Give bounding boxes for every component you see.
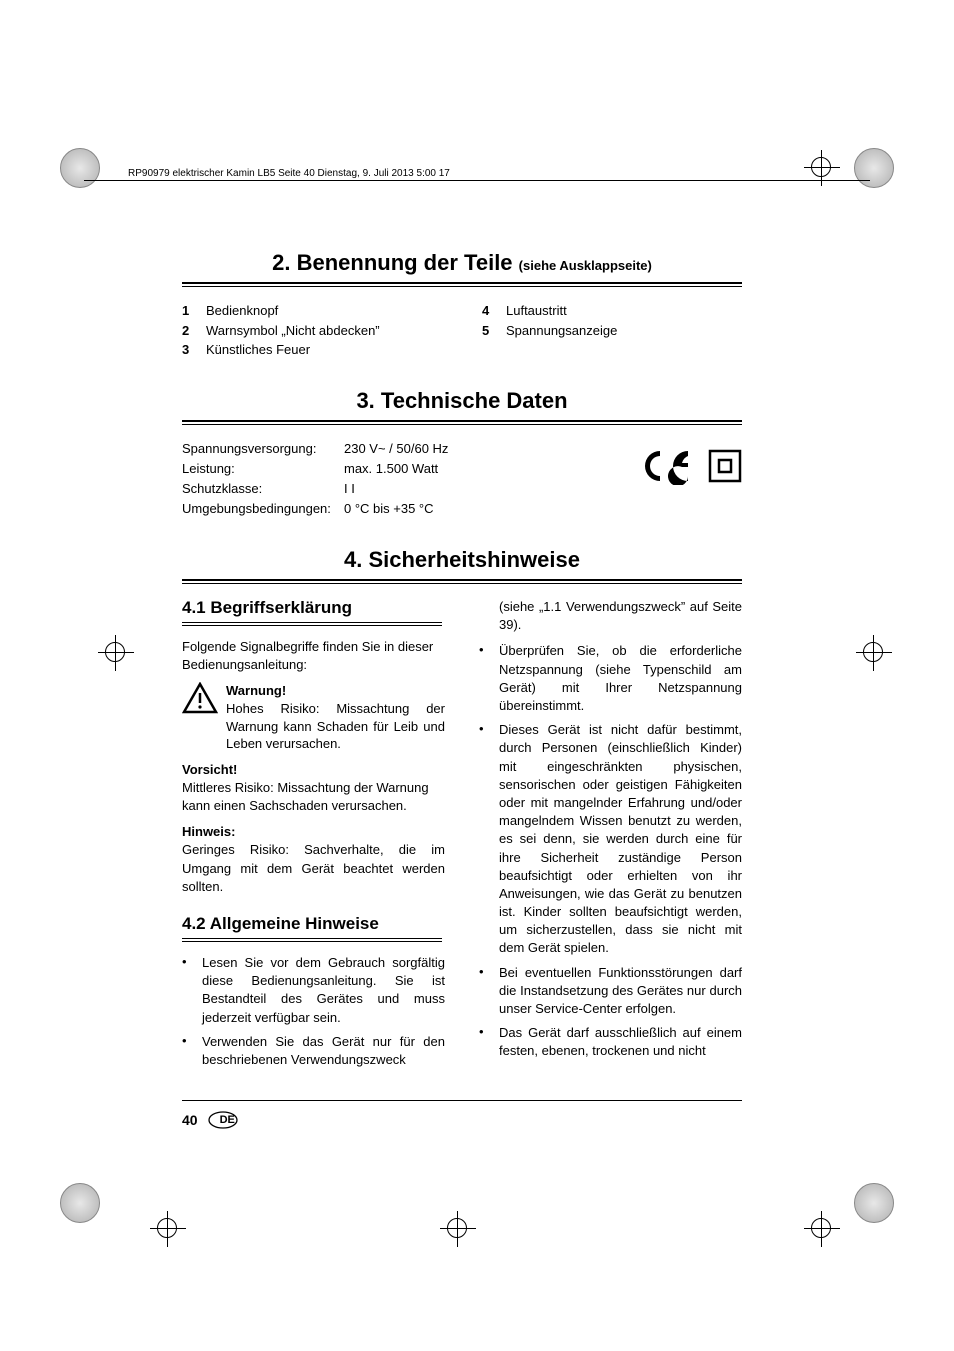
tech-value: max. 1.500 Watt	[344, 459, 448, 479]
hinweis-head: Hinweis:	[182, 824, 235, 839]
hinweis-body: Geringes Risiko: Sachverhalte, die im Um…	[182, 842, 445, 893]
bullet-text: Überprüfen Sie, ob die erforderliche Net…	[499, 642, 742, 715]
tech-value: 0 °C bis +35 °C	[344, 499, 448, 519]
part-label: Warnsymbol „Nicht abdecken”	[206, 321, 380, 341]
warning-icon	[182, 682, 218, 714]
part-label: Bedienknopf	[206, 301, 278, 321]
section3-rule	[182, 420, 742, 425]
bullet-icon: •	[479, 1024, 489, 1060]
part-num: 4	[482, 301, 496, 321]
bullet-item: • Lesen Sie vor dem Gebrauch sorgfältig …	[182, 954, 445, 1027]
sub41-title: 4.1 Begriffserklärung	[182, 598, 445, 618]
sub42-title: 4.2 Allgemeine Hinweise	[182, 914, 445, 934]
two-column-body: 4.1 Begriffserklärung Folgende Signalbeg…	[182, 598, 742, 1075]
header-rule	[84, 180, 870, 181]
part-num: 3	[182, 340, 196, 360]
section4-rule	[182, 579, 742, 584]
lang-code: DE	[220, 1114, 235, 1126]
section2-rule	[182, 282, 742, 287]
part-num: 1	[182, 301, 196, 321]
bullet-text: Lesen Sie vor dem Gebrauch sorgfältig di…	[202, 954, 445, 1027]
class2-icon	[708, 449, 742, 483]
section4-title: 4. Sicherheitshinweise	[182, 547, 742, 573]
reg-mark-tr	[854, 148, 894, 188]
parts-col-right: 4 Luftaustritt 5 Spannungsanzeige	[482, 301, 742, 360]
tech-label: Umgebungsbedingungen:	[182, 499, 344, 519]
part-label: Luftaustritt	[506, 301, 567, 321]
bullet-text: Bei eventuellen Funktionsstörungen darf …	[499, 964, 742, 1019]
tech-label: Schutzklasse:	[182, 479, 344, 499]
bullet-item: • Das Gerät darf ausschließlich auf eine…	[479, 1024, 742, 1060]
sub42-rule	[182, 938, 442, 942]
reg-mark-tl	[60, 148, 100, 188]
ce-icon	[642, 447, 696, 485]
parts-list: 1 Bedienknopf 2 Warnsymbol „Nicht abdecken…	[182, 301, 742, 360]
vorsicht-body: Mittleres Risiko: Missachtung der Warnun…	[182, 780, 429, 813]
section3-title: 3. Technische Daten	[182, 388, 742, 414]
bullet-text: Das Gerät darf ausschließlich auf einem …	[499, 1024, 742, 1060]
reg-mark-bl	[60, 1183, 100, 1223]
left-column: 4.1 Begriffserklärung Folgende Signalbeg…	[182, 598, 445, 1075]
tech-label: Leistung:	[182, 459, 344, 479]
page-footer: 40 DE	[182, 1100, 742, 1129]
bullet-icon: •	[479, 642, 489, 715]
warnung-body: Hohes Risiko: Missachtung der Warnung ka…	[226, 701, 445, 751]
section2-title: 2. Benennung der Teile (siehe Ausklappse…	[182, 250, 742, 276]
vorsicht-block: Vorsicht! Mittleres Risiko: Missachtung …	[182, 761, 445, 816]
bullet-item: • Dieses Gerät ist nicht dafür bestimmt,…	[479, 721, 742, 957]
bullet-text: Verwenden Sie das Gerät nur für den besc…	[202, 1033, 445, 1069]
tech-table: Spannungsversorgung: Leistung: Schutzkla…	[182, 439, 742, 520]
part-label: Künstliches Feuer	[206, 340, 310, 360]
hinweis-block: Hinweis: Geringes Risiko: Sachverhalte, …	[182, 823, 445, 896]
section2-subtitle: (siehe Ausklappseite)	[519, 258, 652, 273]
part-label: Spannungsanzeige	[506, 321, 617, 341]
bullet-icon: •	[479, 964, 489, 1019]
parts-col-left: 1 Bedienknopf 2 Warnsymbol „Nicht abdecken…	[182, 301, 442, 360]
bullet-text: Dieses Gerät ist nicht dafür bestimmt, d…	[499, 721, 742, 957]
part-num: 5	[482, 321, 496, 341]
tech-value: I I	[344, 479, 448, 499]
warnung-head: Warnung!	[226, 683, 286, 698]
warning-block: Warnung! Hohes Risiko: Missachtung der W…	[182, 682, 445, 752]
bullet-item: • Überprüfen Sie, ob die erforderliche N…	[479, 642, 742, 715]
sub41-intro: Folgende Signalbegriffe finden Sie in di…	[182, 638, 445, 674]
warning-text: Warnung! Hohes Risiko: Missachtung der W…	[226, 682, 445, 752]
bullet-item: • Verwenden Sie das Gerät nur für den be…	[182, 1033, 445, 1069]
part-num: 2	[182, 321, 196, 341]
reg-mark-br	[854, 1183, 894, 1223]
section2-title-main: 2. Benennung der Teile	[272, 250, 512, 275]
sub41-rule	[182, 622, 442, 626]
page-number: 40	[182, 1112, 198, 1128]
tech-value: 230 V~ / 50/60 Hz	[344, 439, 448, 459]
bullet-item: • Bei eventuellen Funktionsstörungen dar…	[479, 964, 742, 1019]
bullet-icon: •	[182, 1033, 192, 1069]
bullet-icon: •	[479, 721, 489, 957]
bullet-icon: •	[182, 954, 192, 1027]
header-text: RP90979 elektrischer Kamin LB5 Seite 40 …	[128, 168, 450, 179]
right-continuation: (siehe „1.1 Verwendungszweck” auf Seite …	[479, 598, 742, 634]
page-content: 2. Benennung der Teile (siehe Ausklappse…	[182, 250, 742, 1075]
ce-marks	[642, 447, 742, 485]
right-column: (siehe „1.1 Verwendungszweck” auf Seite …	[479, 598, 742, 1075]
vorsicht-head: Vorsicht!	[182, 762, 237, 777]
footer-rule	[182, 1100, 742, 1101]
tech-label: Spannungsversorgung:	[182, 439, 344, 459]
